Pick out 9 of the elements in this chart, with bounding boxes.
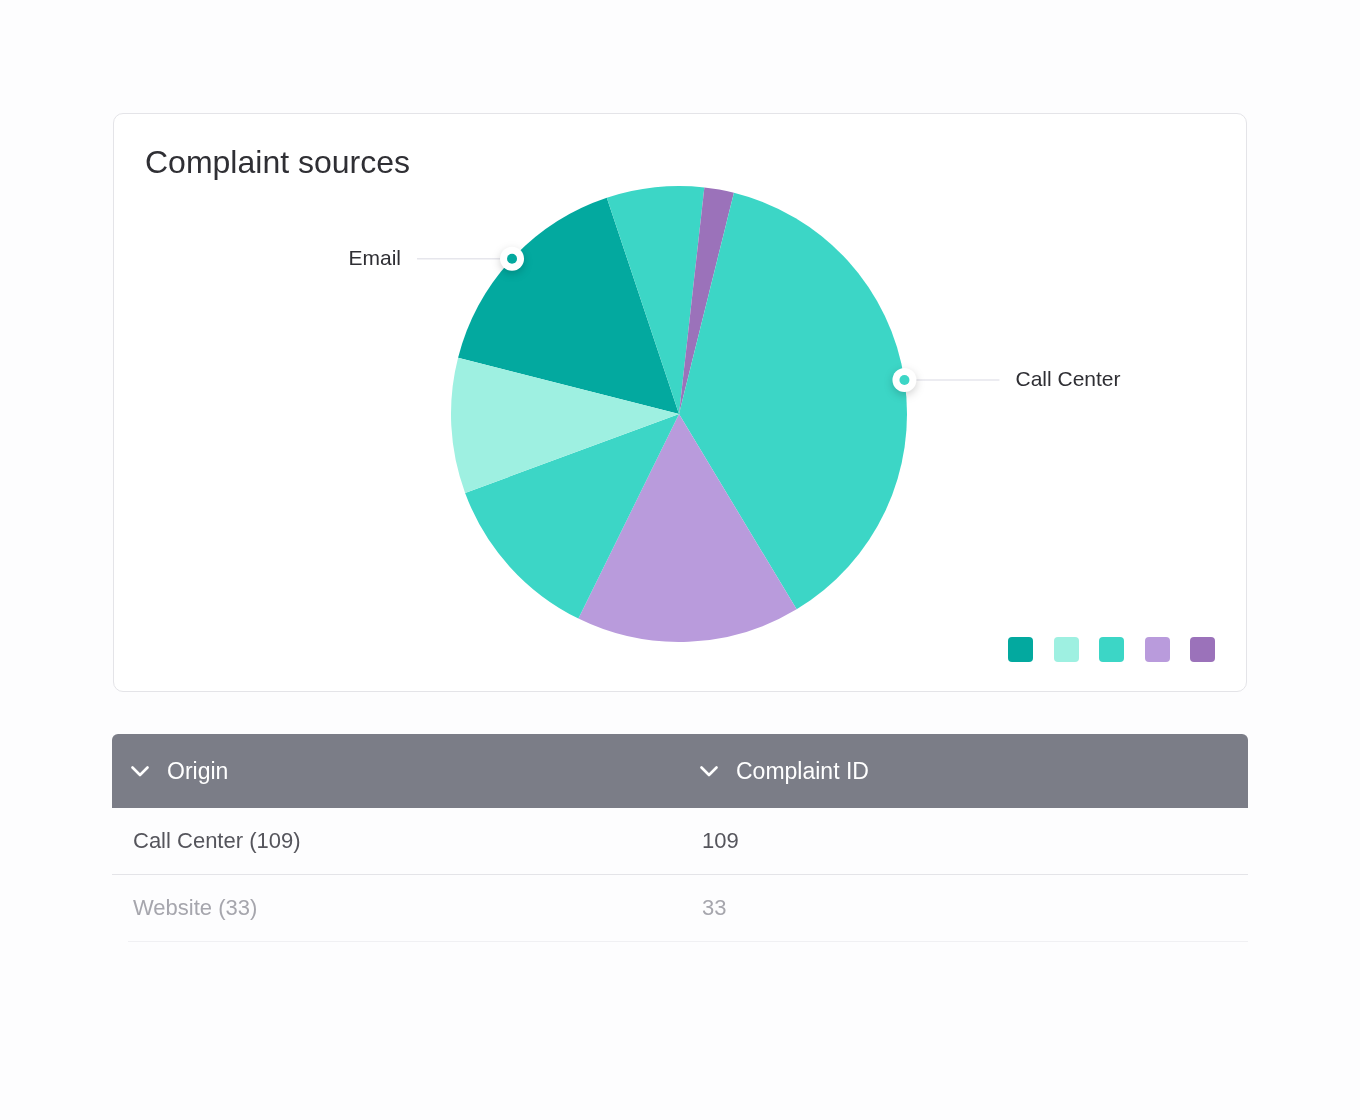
chart-title: Complaint sources	[145, 144, 410, 180]
text: 109	[702, 828, 739, 853]
text: Call Center (109)	[133, 828, 301, 853]
text: Complaint ID	[736, 757, 869, 785]
slice-label: Email	[348, 245, 402, 269]
text: Origin	[167, 757, 229, 785]
text: 33	[702, 895, 727, 920]
slice-label: Call Center	[1015, 366, 1121, 390]
text: Website (33)	[133, 895, 258, 920]
